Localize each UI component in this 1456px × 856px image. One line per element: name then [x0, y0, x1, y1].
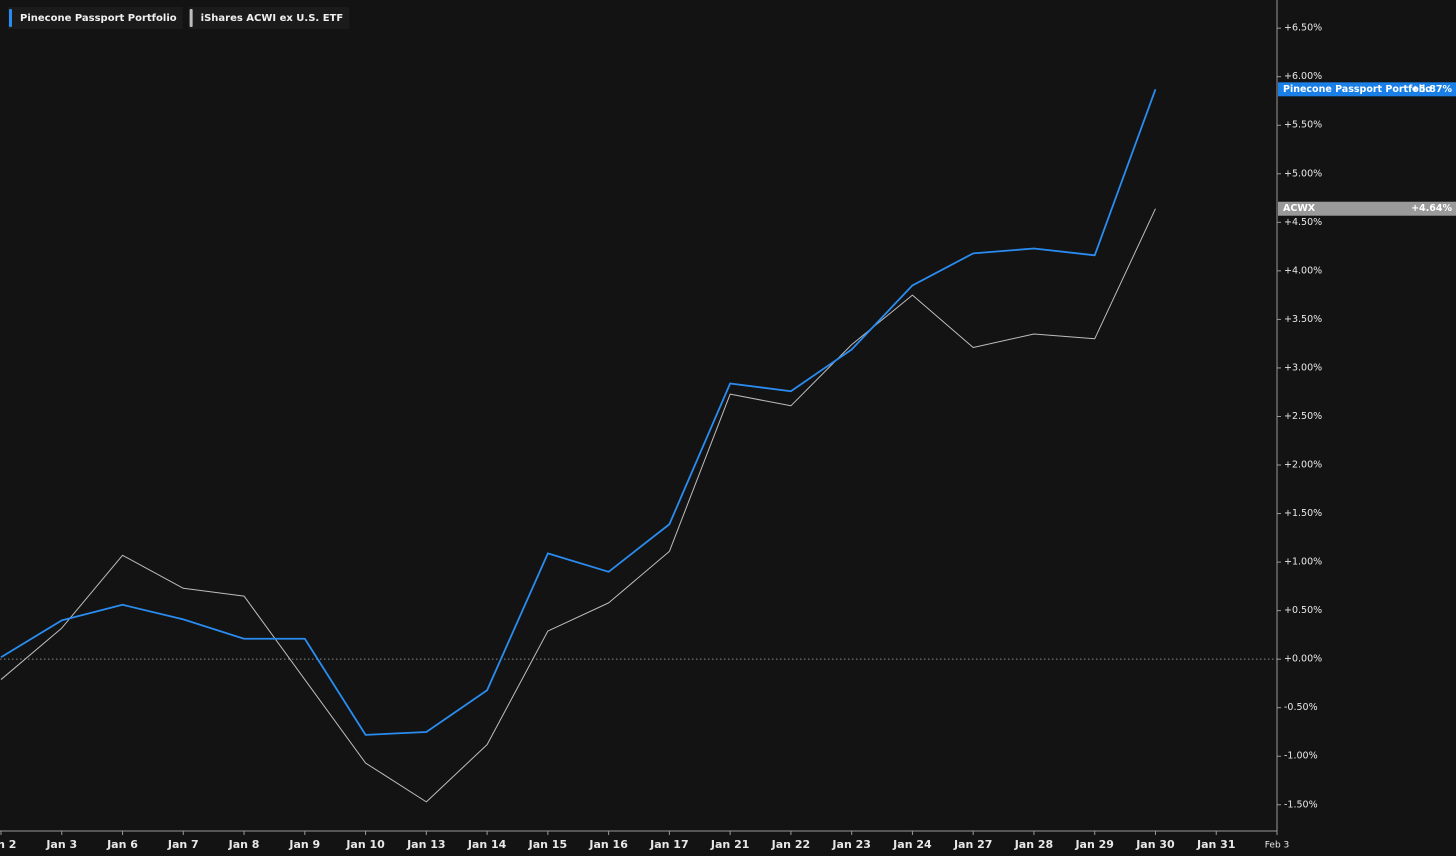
x-tick-label: Feb 3 — [1265, 841, 1290, 851]
y-tick-label: +5.00% — [1284, 168, 1322, 179]
legend-label: iShares ACWI ex U.S. ETF — [201, 13, 344, 24]
legend-item: Pinecone Passport Portfolio — [8, 7, 183, 29]
y-tick-label: -1.00% — [1284, 751, 1318, 762]
x-tick-label: Jan 14 — [467, 838, 507, 851]
x-tick-label: Jan 29 — [1074, 838, 1113, 851]
last-value-tag-label: +4.64% — [1411, 203, 1452, 214]
y-tick-label: +0.50% — [1284, 605, 1322, 616]
y-tick-label: +2.50% — [1284, 411, 1322, 422]
y-tick-label: +3.00% — [1284, 362, 1322, 373]
x-tick-label: Jan 21 — [710, 838, 749, 851]
x-tick-label: Jan 23 — [831, 838, 870, 851]
last-value-tag-name: Pinecone Passport Portfolio — [1283, 84, 1432, 95]
last-value-tag — [1278, 201, 1456, 216]
x-tick-label: Jan 13 — [406, 838, 445, 851]
y-tick-label: +6.50% — [1284, 23, 1322, 34]
last-value-tag — [1278, 82, 1456, 97]
legend-item: iShares ACWI ex U.S. ETF — [188, 7, 350, 29]
legend-bg — [188, 7, 350, 29]
x-tick-label: Jan 8 — [228, 838, 260, 851]
y-tick-label: -0.50% — [1284, 702, 1318, 713]
x-tick-label: Jan 22 — [771, 838, 810, 851]
x-tick-label: Jan 6 — [106, 838, 138, 851]
y-tick-label: +1.50% — [1284, 508, 1322, 519]
legend-swatch — [189, 9, 193, 27]
x-tick-label: Jan 9 — [288, 838, 320, 851]
x-tick-label: Jan 16 — [588, 838, 628, 851]
x-tick-label: Jan 2 — [0, 838, 16, 851]
y-tick-label: +0.00% — [1284, 654, 1322, 665]
legend-label: Pinecone Passport Portfolio — [20, 13, 177, 24]
x-tick-label: Jan 17 — [649, 838, 688, 851]
x-tick-label: Jan 15 — [528, 838, 567, 851]
x-tick-label: Jan 7 — [167, 838, 199, 851]
y-tick-label: -1.50% — [1284, 799, 1318, 810]
x-tick-label: Jan 3 — [45, 838, 77, 851]
y-tick-label: +5.50% — [1284, 120, 1322, 131]
legend-bg — [8, 7, 183, 29]
legend-swatch — [9, 9, 12, 27]
series-line — [0, 208, 1156, 803]
x-tick-label: Jan 30 — [1135, 838, 1175, 851]
series-line — [0, 89, 1157, 736]
y-tick-label: +3.50% — [1284, 314, 1322, 325]
y-tick-label: +1.00% — [1284, 557, 1322, 568]
x-tick-label: Jan 28 — [1014, 838, 1053, 851]
last-value-tag-name: ACWX — [1283, 203, 1316, 214]
y-tick-label: +4.00% — [1284, 265, 1322, 276]
y-tick-label: +6.00% — [1284, 71, 1322, 82]
x-tick-label: Jan 10 — [345, 838, 385, 851]
x-tick-label: Jan 31 — [1196, 838, 1235, 851]
y-tick-label: +4.50% — [1284, 217, 1322, 228]
x-tick-label: Jan 24 — [892, 838, 932, 851]
last-value-tag-label: +5.87% — [1411, 84, 1452, 95]
y-tick-label: +2.00% — [1284, 460, 1322, 471]
x-tick-label: Jan 27 — [953, 838, 992, 851]
